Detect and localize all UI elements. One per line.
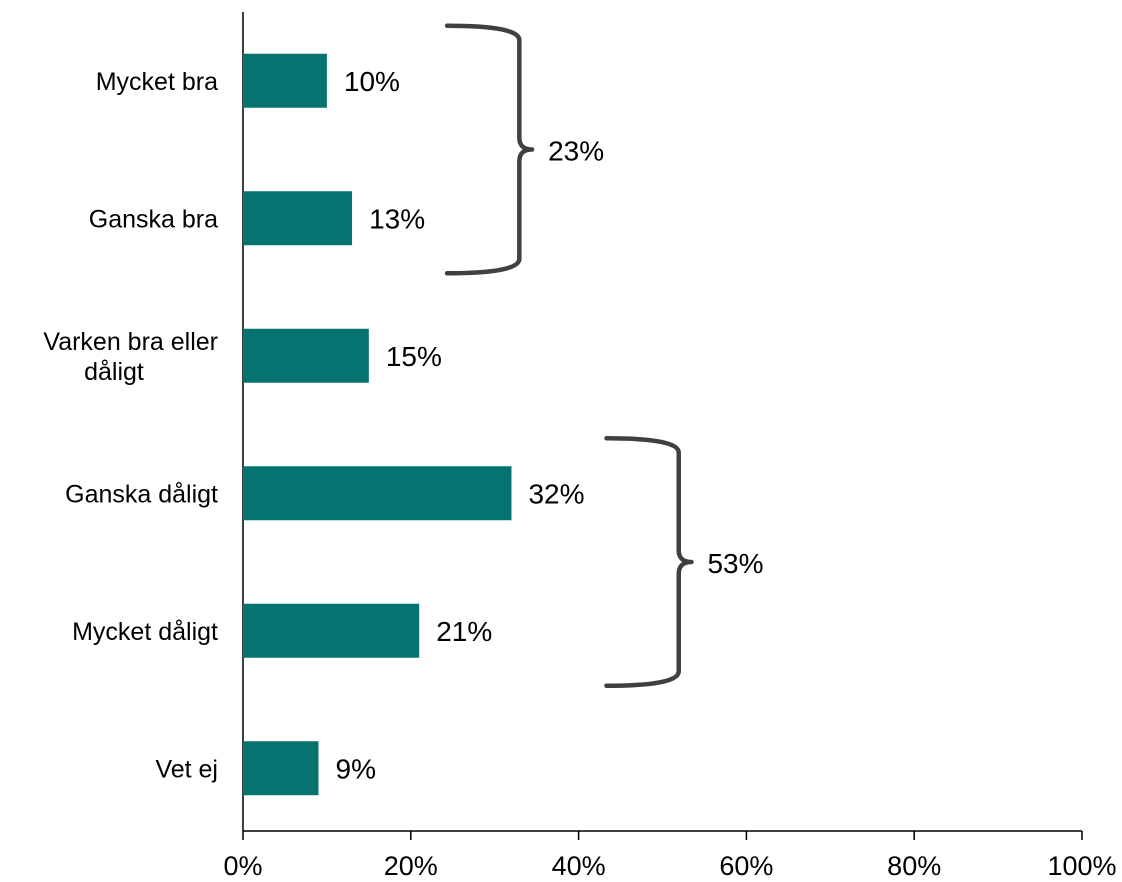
chart-bars: Mycket bra 10% Ganska bra 13% Varken bra ell…	[43, 53, 585, 796]
category-label: Mycket bra	[96, 68, 218, 96]
category-label: Mycket dåligt	[72, 618, 218, 646]
value-label: 9%	[336, 753, 376, 784]
bar	[243, 53, 327, 108]
group-total-label: 23%	[548, 136, 604, 167]
value-label: 21%	[436, 616, 492, 647]
value-label: 10%	[344, 66, 400, 97]
x-tick-label: 60%	[719, 851, 773, 881]
bar	[243, 741, 319, 796]
group-brace	[604, 436, 694, 688]
bar	[243, 328, 369, 383]
bar	[243, 603, 420, 658]
x-tick-label: 80%	[887, 851, 941, 881]
group-brace	[444, 23, 535, 276]
bar	[243, 191, 353, 246]
x-tick-label: 0%	[223, 851, 262, 881]
category-label: Ganska dåligt	[65, 480, 218, 508]
category-label: Varken bra eller dåligt	[43, 328, 218, 386]
bar	[243, 466, 512, 521]
category-label: Vet ej	[155, 755, 218, 783]
x-tick-label: 100%	[1047, 851, 1116, 881]
x-tick-label: 20%	[384, 851, 438, 881]
x-tick-label: 40%	[552, 851, 606, 881]
group-total-label: 53%	[707, 548, 763, 579]
group-braces: 23% 53%	[444, 23, 764, 688]
value-label: 15%	[386, 341, 442, 372]
category-label: Ganska bra	[89, 205, 218, 233]
value-label: 32%	[528, 478, 584, 509]
value-label: 13%	[369, 203, 425, 234]
chart-axes: 0% 20% 40% 60% 80% 100%	[223, 12, 1117, 881]
